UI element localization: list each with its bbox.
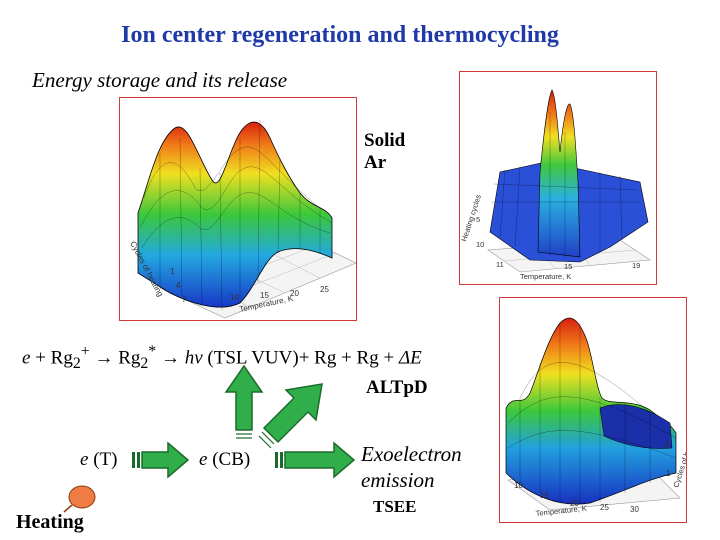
bottom-right-x-tick: 10 [514, 481, 523, 490]
plot-panel-top-right: Heating cycles 5 10 11 15 19 Temperature… [459, 71, 657, 285]
label-heating: Heating [16, 511, 84, 533]
top-right-x-tick: 19 [632, 261, 640, 270]
top-right-depth-tick: 10 [476, 240, 484, 249]
bottom-right-depth-tick: 1 [666, 469, 671, 478]
node-exoelectron-emission: Exoelectron emission [361, 442, 462, 492]
plot-panel-bottom-right: 3 1 Cycles of heating 10 15 20 25 30 Tem… [499, 297, 698, 523]
up-arrow-icon [224, 364, 264, 431]
diagonal-arrow-icon [262, 383, 323, 444]
top-right-x-tick: 11 [496, 260, 504, 269]
reaction-equation: e + Rg2+ → Rg2* → hν (TSL VUV)+ Rg + Rg … [22, 343, 422, 373]
panel-label-altpd: ALTpD [366, 377, 428, 398]
left-depth-tick: 1 [170, 267, 175, 276]
page-subtitle: Energy storage and its release [32, 68, 288, 92]
left-x-tick: 10 [230, 293, 239, 302]
label-tsee: TSEE [373, 497, 417, 516]
bottom-right-x-tick: 30 [630, 505, 639, 514]
eq-electron: e [22, 347, 31, 369]
top-right-x-axis-label: Temperature, K [520, 272, 571, 281]
bottom-right-x-tick: 15 [540, 491, 549, 500]
left-depth-tick: 7 [182, 295, 187, 304]
page-title: Ion center regeneration and thermocyclin… [121, 22, 559, 48]
left-depth-tick: 4 [176, 281, 181, 290]
surface-plot-top-right: Heating cycles 5 10 11 15 19 Temperature… [459, 89, 651, 281]
surface-plot-left: Cycles of heating 1 4 7 10 15 20 25 Temp… [128, 119, 357, 319]
plot-panel-left: Cycles of heating 1 4 7 10 15 20 25 Temp… [119, 97, 405, 321]
left-x-tick: 25 [320, 285, 329, 294]
eq-photon: hν [184, 347, 203, 369]
bottom-right-x-tick: 25 [600, 503, 609, 512]
right-arrow-icon [275, 441, 356, 479]
top-right-depth-tick: 5 [476, 215, 480, 224]
panel-label-solid-ar: Solid Ar [364, 130, 406, 173]
node-e-cb: e (CB) [199, 449, 251, 470]
node-e-t: e (T) [80, 449, 118, 470]
top-right-x-tick: 15 [564, 262, 572, 271]
bottom-right-x-tick: 20 [570, 499, 579, 508]
right-arrow-icon [132, 441, 190, 479]
heating-flame-icon [63, 485, 96, 513]
left-x-tick: 20 [290, 289, 299, 298]
eq-delta-energy: ΔE [398, 347, 422, 369]
left-x-tick: 15 [260, 291, 269, 300]
bottom-right-depth-tick: 3 [664, 441, 669, 450]
surface-plot-bottom-right: 3 1 Cycles of heating 10 15 20 25 30 Tem… [505, 317, 698, 518]
